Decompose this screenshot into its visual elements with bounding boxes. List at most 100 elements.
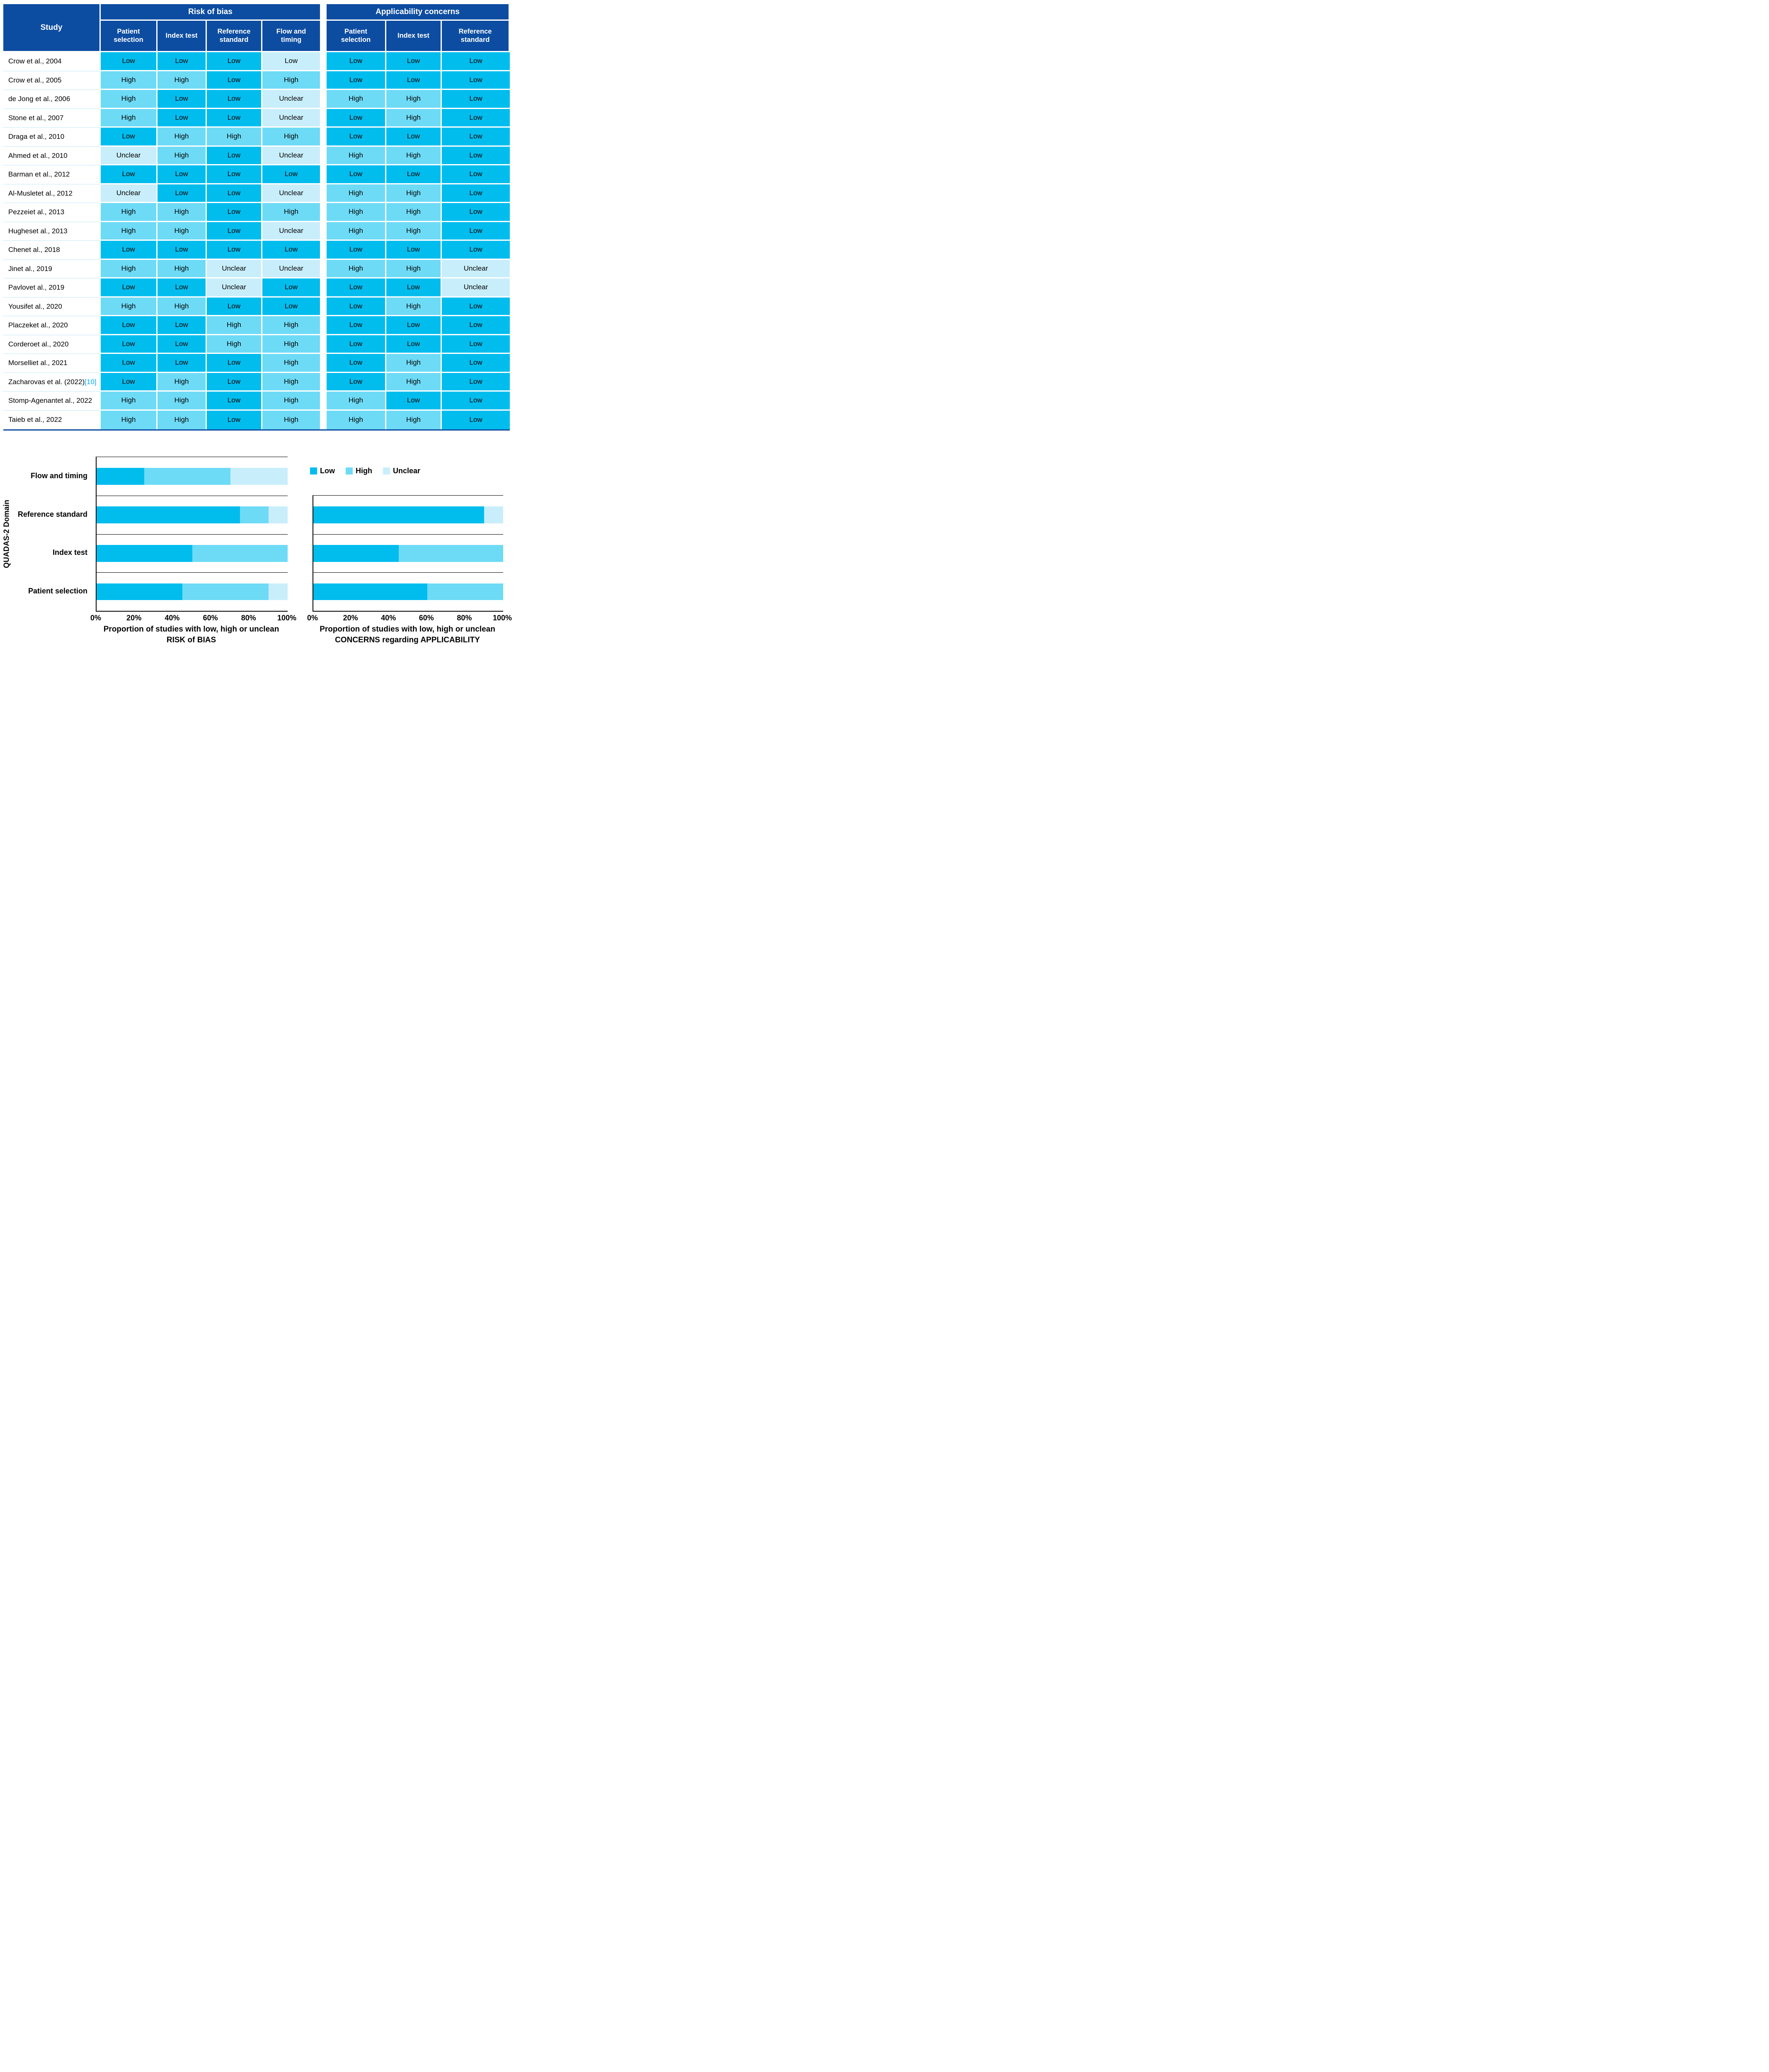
rating-cell-rob-low: Low <box>207 222 262 241</box>
rating-cell-rob-low: Low <box>158 241 207 260</box>
subheader-app-index-test: Index test <box>386 21 442 52</box>
chart-band-index-test <box>313 534 503 573</box>
rating-cell-rob-low: Low <box>207 184 262 203</box>
bar-segment-high <box>144 467 230 485</box>
category-label-index-test: Index test <box>52 548 87 557</box>
chart-band-reference-standard <box>313 496 503 534</box>
study-cell: Barman et al., 2012 <box>3 165 101 184</box>
rating-cell-rob-low: Low <box>207 373 262 392</box>
rating-cell-app-low: Low <box>327 109 386 128</box>
rating-cell-app-low: Low <box>442 410 510 429</box>
rating-cell-rob-unclear: Unclear <box>207 278 262 298</box>
rating-cell-app-high: High <box>327 184 386 203</box>
applicability-chart-x-axis-caption: Proportion of studies with low, high or … <box>308 624 506 646</box>
rating-cell-rob-low: Low <box>262 52 321 71</box>
rating-cell-rob-unclear: Unclear <box>262 184 321 203</box>
rating-cell-rob-low: Low <box>207 109 262 128</box>
column-gap <box>321 109 327 128</box>
category-label-reference-standard: Reference standard <box>17 510 87 518</box>
rating-cell-rob-low: Low <box>158 335 207 354</box>
rob-chart-category-labels: Flow and timing Reference standard Index t… <box>0 457 92 610</box>
column-gap <box>321 222 327 241</box>
rating-cell-rob-high: High <box>158 297 207 316</box>
study-cell: Jinet al., 2019 <box>3 259 101 278</box>
citation-link[interactable]: [10] <box>85 378 97 386</box>
rating-cell-rob-high: High <box>101 71 158 90</box>
rating-cell-app-high: High <box>386 297 442 316</box>
rating-cell-rob-unclear: Unclear <box>101 184 158 203</box>
study-cell: de Jong et al., 2006 <box>3 90 101 109</box>
study-label: Chenet al., 2018 <box>8 246 60 254</box>
rating-cell-rob-low: Low <box>207 165 262 184</box>
rating-cell-rob-low: Low <box>207 90 262 109</box>
study-label: Yousifet al., 2020 <box>8 302 62 310</box>
rating-cell-app-low: Low <box>327 52 386 71</box>
rating-cell-app-low: Low <box>442 165 510 184</box>
chart-band-flow-and-timing <box>97 457 288 496</box>
rating-cell-rob-low: Low <box>207 52 262 71</box>
bar-segment-unclear <box>268 583 288 600</box>
rating-cell-rob-low: Low <box>101 165 158 184</box>
rating-cell-app-high: High <box>327 146 386 165</box>
rating-cell-app-low: Low <box>442 241 510 260</box>
rating-cell-app-low: Low <box>442 109 510 128</box>
rating-cell-app-low: Low <box>386 241 442 260</box>
rating-cell-app-high: High <box>386 184 442 203</box>
rating-cell-app-high: High <box>327 410 386 429</box>
rating-cell-app-high: High <box>386 410 442 429</box>
rating-cell-rob-unclear: Unclear <box>262 259 321 278</box>
rating-cell-app-high: High <box>386 354 442 373</box>
rating-cell-rob-high: High <box>101 259 158 278</box>
rating-cell-app-low: Low <box>442 52 510 71</box>
study-label: Al-Musletet al., 2012 <box>8 189 73 197</box>
x-axis-caption-line1: Proportion of studies with low, high or … <box>103 625 279 634</box>
rating-cell-rob-low: Low <box>101 354 158 373</box>
rating-cell-rob-low: Low <box>101 316 158 335</box>
rating-cell-app-high: High <box>386 373 442 392</box>
study-cell: Crow et al., 2005 <box>3 71 101 90</box>
stacked-bar <box>97 467 288 485</box>
rating-cell-app-high: High <box>386 203 442 222</box>
rating-cell-app-low: Low <box>386 278 442 298</box>
rating-cell-rob-high: High <box>158 373 207 392</box>
legend-swatch-low <box>310 467 317 474</box>
bar-segment-high <box>192 545 288 562</box>
rating-cell-rob-unclear: Unclear <box>262 109 321 128</box>
category-label-flow-and-timing: Flow and timing <box>31 471 87 480</box>
rating-cell-app-low: Low <box>442 297 510 316</box>
rating-cell-rob-low: Low <box>101 278 158 298</box>
rating-cell-app-low: Low <box>386 71 442 90</box>
rating-cell-rob-high: High <box>158 222 207 241</box>
rating-cell-app-low: Low <box>386 335 442 354</box>
bar-segment-high <box>240 506 269 523</box>
rating-cell-rob-low: Low <box>207 71 262 90</box>
rating-cell-app-high: High <box>327 259 386 278</box>
rating-cell-rob-high: High <box>262 410 321 429</box>
rating-cell-rob-high: High <box>262 392 321 411</box>
rating-cell-rob-high: High <box>158 410 207 429</box>
bar-segment-unclear <box>484 506 503 523</box>
rating-cell-rob-high: High <box>158 203 207 222</box>
study-cell: Corderoet al., 2020 <box>3 335 101 354</box>
legend-item-low: Low <box>310 467 335 475</box>
rating-cell-app-low: Low <box>442 222 510 241</box>
rating-cell-app-low: Low <box>442 335 510 354</box>
rating-cell-rob-low: Low <box>101 128 158 147</box>
column-gap <box>321 278 327 298</box>
legend-label-high: High <box>356 467 372 475</box>
legend-label-unclear: Unclear <box>393 467 421 475</box>
rating-cell-app-low: Low <box>327 335 386 354</box>
rob-chart-x-axis-caption: Proportion of studies with low, high or … <box>92 624 291 646</box>
study-label: Stomp-Agenantet al., 2022 <box>8 397 92 405</box>
chart-band-patient-selection <box>313 572 503 611</box>
stacked-bar <box>313 545 503 562</box>
rating-cell-app-low: Low <box>327 71 386 90</box>
rating-cell-rob-high: High <box>101 90 158 109</box>
rating-cell-app-low: Low <box>442 316 510 335</box>
subheader-app-reference-standard: Reference standard <box>442 21 510 52</box>
rating-cell-app-high: High <box>386 109 442 128</box>
rating-cell-rob-unclear: Unclear <box>207 259 262 278</box>
subheader-rob-patient-selection: Patient selection <box>101 21 158 52</box>
rating-cell-app-low: Low <box>327 278 386 298</box>
x-tick-label: 60% <box>203 614 218 622</box>
